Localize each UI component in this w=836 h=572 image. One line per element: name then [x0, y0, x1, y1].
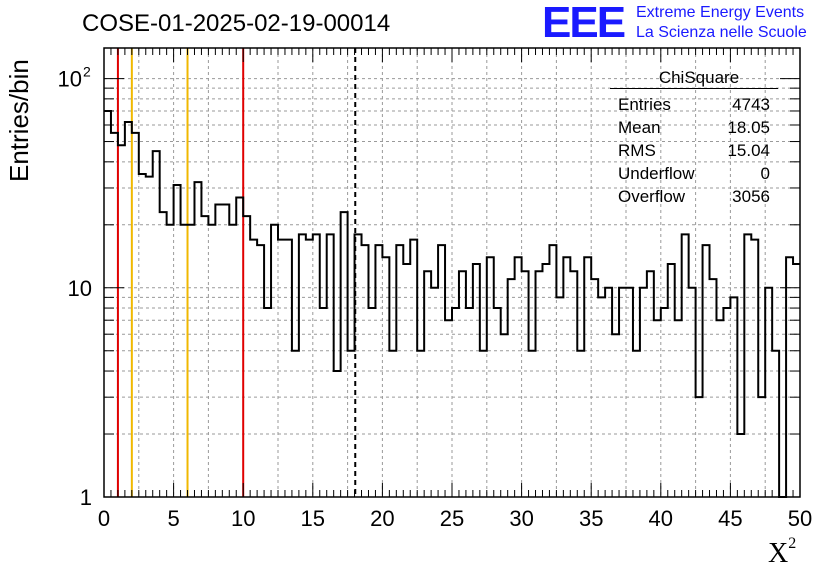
stats-label: Underflow — [618, 164, 695, 183]
axis-ticks — [103, 48, 801, 498]
eee-logo-mark: EEE — [542, 0, 626, 47]
x-tick-label: 30 — [509, 506, 533, 531]
x-tick-label: 10 — [231, 506, 255, 531]
histogram-series — [104, 109, 800, 498]
stats-label: Entries — [618, 95, 671, 114]
y-tick-label-superscript: 2 — [83, 64, 91, 80]
marker-lines — [116, 48, 357, 497]
stats-value: 0 — [760, 164, 770, 183]
histogram-step-line — [104, 109, 800, 498]
x-axis-label-base: X — [768, 538, 789, 569]
y-axis-label: Entries/bin — [4, 59, 34, 182]
y-tick-label: 10 — [58, 67, 82, 92]
stats-value: 3056 — [732, 187, 770, 206]
stats-label: RMS — [618, 141, 656, 160]
x-axis-label: X2 — [768, 534, 797, 570]
logo-text-line1: Extreme Energy Events — [636, 4, 805, 21]
stats-row: Overflow 3056 — [610, 185, 778, 208]
stats-label: Overflow — [618, 187, 686, 206]
stats-value: 18.05 — [727, 118, 770, 137]
x-tick-label: 5 — [167, 506, 179, 531]
x-tick-label: 20 — [370, 506, 394, 531]
stats-row: Underflow 0 — [610, 162, 778, 185]
stats-row: Entries 4743 — [610, 93, 778, 116]
x-tick-label: 35 — [579, 506, 603, 531]
x-tick-label: 0 — [98, 506, 110, 531]
stats-value: 4743 — [732, 95, 770, 114]
logo-text-line2: La Scienza nelle Scuole — [636, 24, 807, 41]
chart-title: COSE-01-2025-02-19-00014 — [82, 10, 391, 37]
y-tick-label: 10 — [68, 276, 92, 301]
stats-label: Mean — [618, 118, 661, 137]
x-tick-label: 25 — [440, 506, 464, 531]
stats-value: 15.04 — [727, 141, 770, 160]
y-tick-label: 1 — [80, 485, 92, 510]
stats-row: RMS 15.04 — [610, 139, 778, 162]
x-tick-label: 45 — [718, 506, 742, 531]
x-tick-label: 50 — [788, 506, 812, 531]
x-tick-label: 40 — [649, 506, 673, 531]
x-tick-label: 15 — [301, 506, 325, 531]
stats-row: Mean 18.05 — [610, 116, 778, 139]
stats-title: ChiSquare — [610, 66, 778, 89]
x-axis-label-superscript: 2 — [788, 534, 797, 552]
stats-box: ChiSquare Entries 4743 Mean 18.05 RMS 15.04… — [610, 66, 778, 208]
